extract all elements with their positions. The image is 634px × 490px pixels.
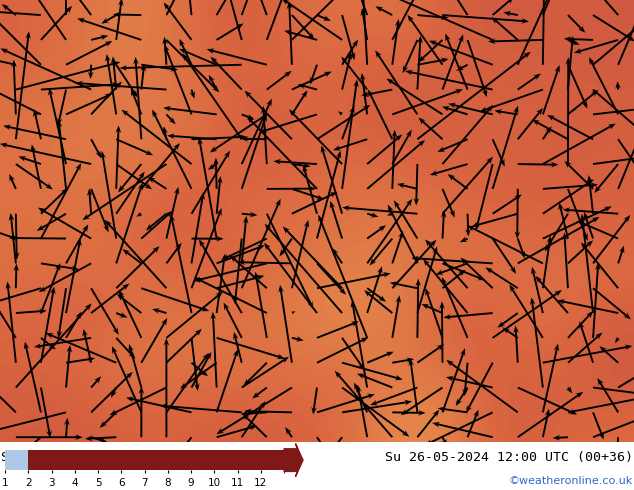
Text: Su 26-05-2024 12:00 UTC (00+36): Su 26-05-2024 12:00 UTC (00+36) — [385, 451, 633, 464]
Text: ©weatheronline.co.uk: ©weatheronline.co.uk — [508, 476, 633, 486]
Text: Surface wind (bft)  ECMWF: Surface wind (bft) ECMWF — [1, 451, 201, 464]
